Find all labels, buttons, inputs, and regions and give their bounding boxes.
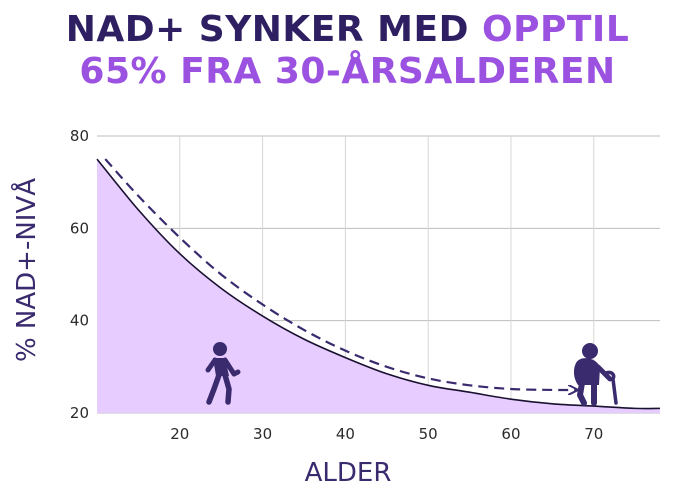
y-axis-label: % NAD+-NIVÅ [10,178,42,362]
dashed-trend-arrow [104,158,577,390]
x-tick-label: 70 [584,425,603,443]
x-tick-label: 50 [419,425,438,443]
elderly-person-with-cane-icon [573,343,618,406]
nad-area-fill [97,159,660,413]
y-tick-label: 20 [70,404,89,422]
chart-title-line-2: 65% FRA 30-ÅRSALDEREN [79,51,616,92]
y-tick-label: 60 [70,219,89,237]
chart-title-line-1: NAD+ SYNKER MED OPPTIL [0,10,695,50]
tick-labels: 20 40 60 80 20 30 40 50 60 70 [70,127,603,443]
x-tick-label: 20 [170,425,189,443]
y-tick-label: 40 [70,312,89,330]
title-part-dark: NAD+ SYNKER MED [65,9,482,50]
x-tick-label: 30 [253,425,272,443]
x-axis-label: ALDER [305,458,392,488]
title-part-accent: OPPTIL [482,9,630,50]
x-tick-label: 40 [336,425,355,443]
x-tick-label: 60 [501,425,520,443]
y-tick-label: 80 [70,127,89,145]
walking-person-icon [205,342,241,405]
nad-level-line [96,158,661,410]
